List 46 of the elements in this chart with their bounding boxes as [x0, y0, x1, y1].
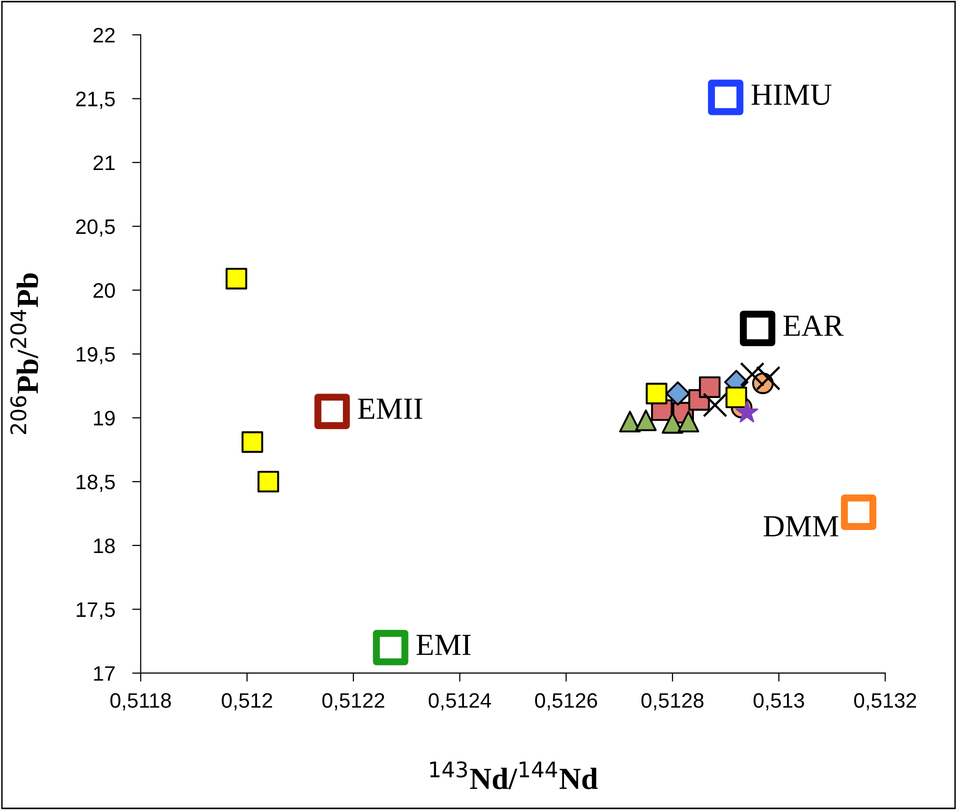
point	[678, 410, 700, 432]
point	[698, 376, 721, 398]
x-tick-label: 0,512	[222, 693, 272, 710]
point	[736, 400, 758, 422]
x-tick-label: 0,5118	[110, 693, 171, 710]
point	[372, 630, 408, 666]
point	[840, 494, 876, 530]
y-tick-label: 19	[94, 410, 115, 426]
series-label: EMI	[416, 634, 471, 655]
point	[619, 410, 641, 432]
series-label: HIMU	[752, 84, 832, 106]
point	[662, 412, 684, 434]
y-tick-label: 17	[94, 666, 115, 681]
x-tick-label: 0,513	[754, 693, 804, 710]
point	[314, 394, 350, 430]
point	[258, 470, 280, 492]
x-tick-label: 0,5132	[854, 693, 916, 710]
point	[635, 410, 657, 432]
x-axis-title: $^{143}$Nd/$^{144}$Nd	[430, 761, 598, 790]
y-tick-label: 17,5	[76, 602, 115, 620]
point	[740, 362, 765, 387]
y-tick-label: 21,5	[76, 92, 115, 109]
point	[756, 366, 781, 391]
point	[242, 431, 264, 453]
point	[226, 268, 248, 290]
series-label: EAR	[783, 316, 844, 336]
x-tick-label: 0,5122	[322, 693, 384, 710]
point	[666, 381, 690, 406]
x-tick-label: 0,5124	[428, 693, 492, 710]
y-tick-label: 22	[94, 28, 115, 42]
point	[726, 386, 748, 408]
y-tick-label: 19,5	[76, 346, 115, 364]
x-tick-label: 0,5126	[535, 693, 598, 710]
y-tick-label: 18,5	[76, 474, 115, 492]
y-tick-label: 20,5	[76, 219, 115, 237]
point	[740, 310, 776, 346]
series-label: EMII	[358, 398, 422, 419]
point	[646, 382, 668, 404]
series-label: DMM	[764, 516, 838, 536]
y-tick-label: 21	[94, 155, 115, 170]
y-axis-title: $^{206}$Pb/$^{204}$Pb	[10, 273, 38, 434]
point	[708, 80, 744, 116]
y-tick-label: 18	[94, 538, 115, 554]
x-tick-label: 0,5128	[641, 693, 704, 710]
y-tick-label: 20	[94, 283, 115, 298]
point	[702, 392, 728, 418]
